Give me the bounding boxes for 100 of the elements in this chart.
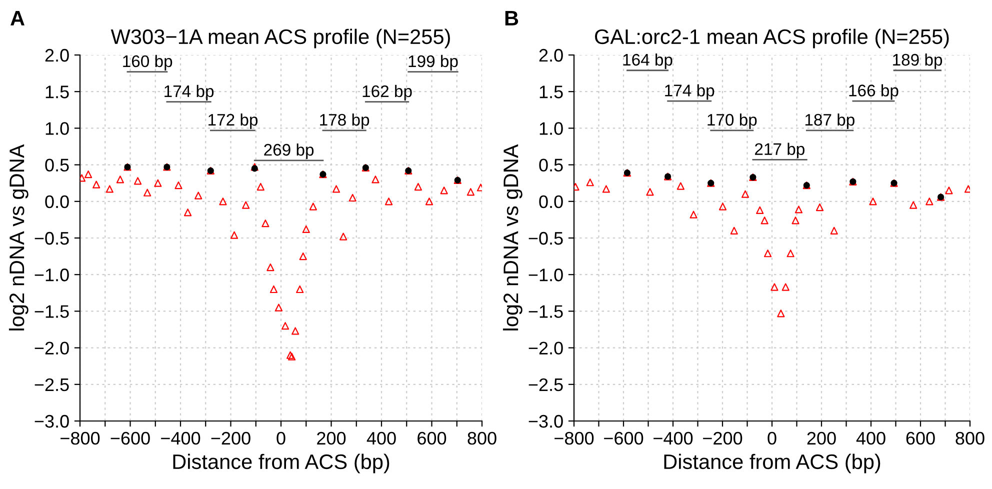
point [926,198,934,206]
point [262,220,270,228]
text: A [10,11,24,26]
point [292,327,300,335]
point [816,203,824,212]
x-tick-label: −200 [703,432,742,445]
y-tick-label: 0.0 [45,195,69,208]
x-tick-label: −400 [161,432,200,445]
point [676,182,684,190]
point [690,210,698,218]
x-tick-label: −800 [554,432,594,445]
y-tick-label: 1.0 [46,122,69,135]
point [92,180,100,188]
point [756,206,764,214]
x-tick-label: 600 [906,432,935,445]
point [296,285,304,294]
point [786,250,794,258]
y-axis-title: log2 nDNA vs gDNA [8,144,28,330]
y-tick-label: 1.5 [540,86,563,98]
point [425,198,434,206]
annotation: 160 bp [123,54,172,70]
point [281,322,290,330]
y-tick-label: −1.5 [34,305,69,318]
x-tick-label: −400 [654,432,693,445]
y-tick-label: −3.0 [528,414,563,428]
annotation: 164 bp [623,53,672,69]
y-tick-label: −3.0 [34,414,69,428]
x-tick-label: 600 [418,432,446,445]
y-tick-label: 1.5 [46,86,69,98]
point [340,232,348,240]
point [144,188,152,196]
point [869,198,877,206]
point [760,216,768,224]
x-tick-label: −600 [604,432,644,445]
x-tick-label: 200 [317,432,346,445]
y-tick-label: −2.5 [34,378,69,392]
point [106,185,114,193]
point [274,304,283,312]
x-tick-label: 800 [956,432,984,445]
x-axis-title: Distance from ACS (bp) [173,454,390,474]
annotation: 269 bp [264,143,314,160]
x-tick-label: −600 [110,432,150,445]
y-axis-title: log2 nDNA vs gDNA [502,144,522,330]
point [764,250,772,258]
annotation: 189 bp [893,53,942,69]
point [466,188,475,196]
point [646,188,654,196]
point [116,176,124,184]
x-tick-label: −800 [60,432,100,445]
point [174,181,182,190]
point [945,186,953,194]
y-tick-label: −0.5 [528,232,563,245]
x-tick-label: 400 [366,432,396,445]
point [414,182,422,191]
chart-title: W303−1A mean ACS profile (N=255) [110,28,450,48]
point [741,190,750,198]
text: B [505,11,518,26]
y-tick-label: −2.5 [528,378,563,392]
point [309,202,317,210]
y-tick-label: −1.5 [528,305,563,318]
point [219,198,227,206]
point [184,208,192,216]
point [230,231,238,239]
y-tick-label: −2.0 [34,342,69,355]
point [602,185,610,193]
annotation: 172 bp [208,113,258,130]
y-tick-label: −2.0 [528,342,563,355]
point [242,201,250,209]
x-tick-label: −200 [211,432,250,445]
point [194,192,202,200]
point [154,179,162,187]
point [84,170,92,178]
y-tick-label: 0.0 [539,195,563,208]
point [586,178,594,186]
y-tick-label: −0.5 [34,232,69,245]
point [299,252,307,260]
annotation: 166 bp [849,84,898,100]
point [134,177,142,185]
x-axis-title: Distance from ACS (bp) [664,454,880,474]
x-tick-label: 200 [807,432,836,445]
point [270,285,278,294]
annotation: 178 bp [320,113,370,130]
annotation: 174 bp [665,84,714,100]
annotation: 217 bp [755,142,804,158]
point [384,198,393,206]
chart-title: GAL:orc2-1 mean ACS profile (N=255) [595,28,949,48]
annotation: 199 bp [408,54,458,70]
x-tick-label: 0 [768,432,776,445]
point [794,206,803,214]
y-tick-label: 0.5 [539,158,563,172]
x-tick-label: 800 [468,432,496,445]
y-tick-label: 0.5 [45,158,69,172]
point [730,226,738,234]
point [348,194,356,202]
x-tick-label: 0 [276,432,286,445]
point [830,226,838,234]
point [770,283,778,291]
y-tick-label: −1.0 [34,268,69,282]
y-tick-label: 2.0 [539,48,563,62]
point [440,186,448,194]
